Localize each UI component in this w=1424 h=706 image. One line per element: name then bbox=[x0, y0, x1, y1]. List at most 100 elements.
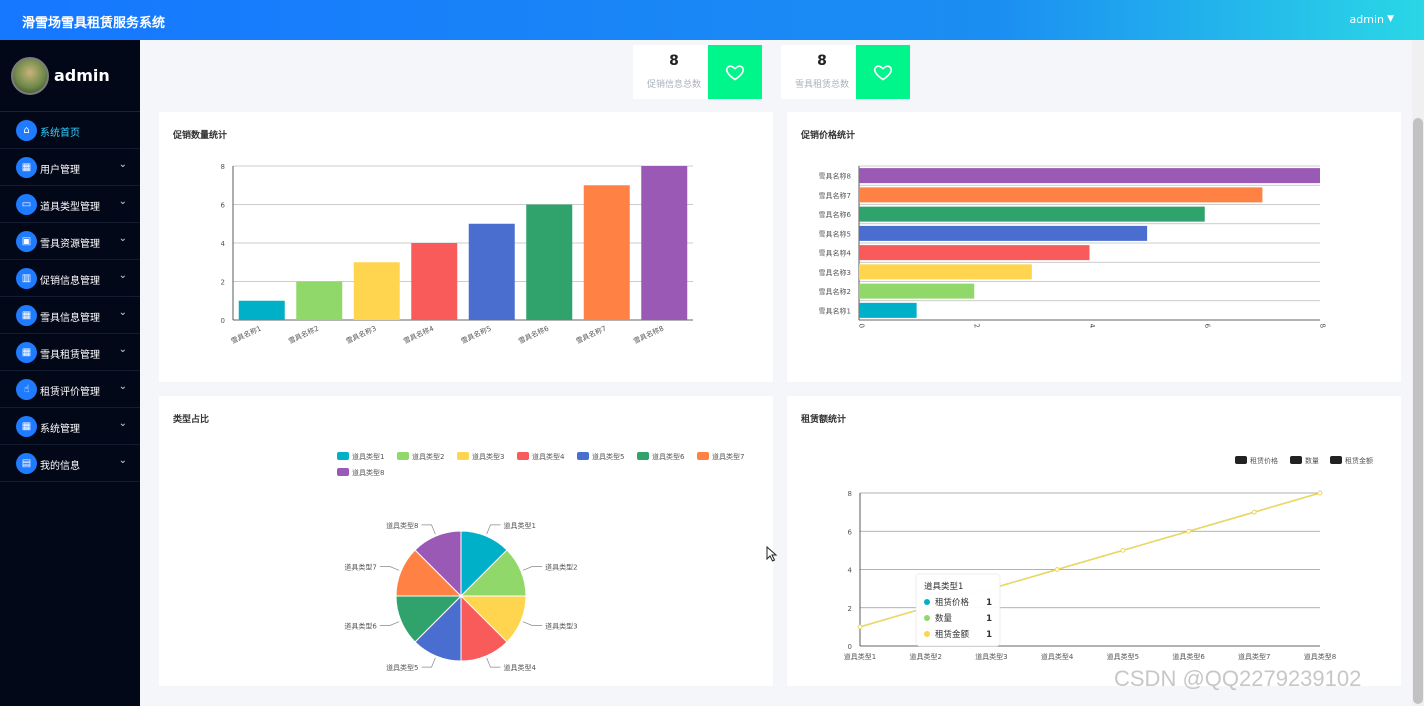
bar bbox=[859, 283, 975, 299]
mouse-cursor-icon bbox=[766, 545, 778, 566]
y-tick-label: 雪具名称1 bbox=[819, 306, 851, 315]
bar bbox=[583, 185, 630, 320]
y-tick-label: 雪具名称6 bbox=[819, 210, 852, 219]
legend-label: 道具类型5 bbox=[592, 452, 624, 461]
x-tick-label: 2 bbox=[972, 323, 981, 329]
pie-label: 道具类型3 bbox=[545, 621, 577, 630]
y-tick-label: 雪具名称5 bbox=[819, 229, 851, 238]
monitor-icon: ▭ bbox=[16, 194, 37, 215]
bar bbox=[353, 262, 400, 320]
sidebar-item[interactable]: ▤ 我的信息 ⌄ bbox=[0, 445, 140, 482]
sidebar-item-label: 雪具信息管理 bbox=[40, 313, 100, 324]
scrollbar-thumb[interactable] bbox=[1413, 118, 1423, 704]
y-tick-label: 4 bbox=[848, 567, 853, 575]
tooltip-marker bbox=[924, 631, 930, 637]
bar bbox=[296, 281, 343, 320]
stat-value: 8 bbox=[669, 53, 679, 69]
user-menu[interactable]: admin bbox=[1349, 13, 1384, 26]
chevron-down-icon: ⌄ bbox=[118, 307, 127, 318]
heart-icon bbox=[708, 45, 762, 99]
tooltip-value: 1 bbox=[986, 598, 992, 608]
promotion-count-chart: 0 2 4 6 8 雪具名称1 雪具名称2 雪具名称3 雪具名称4 雪具名称5 雪具名称6 雪具名称7… bbox=[221, 163, 693, 346]
chart-title: 类型占比 bbox=[173, 415, 210, 425]
legend-label: 道具类型6 bbox=[652, 452, 685, 461]
pie-label: 道具类型6 bbox=[344, 621, 377, 630]
x-tick-label: 道具类型3 bbox=[975, 652, 1007, 661]
pie-label-line bbox=[486, 657, 501, 668]
tooltip-value: 1 bbox=[986, 614, 992, 624]
sidebar-item[interactable]: ▥ 促销信息管理 ⌄ bbox=[0, 260, 140, 297]
sidebar-item[interactable]: ▭ 道具类型管理 ⌄ bbox=[0, 186, 140, 223]
data-point bbox=[1054, 567, 1060, 572]
sidebar-item-label: 系统管理 bbox=[40, 424, 80, 435]
legend-swatch bbox=[697, 452, 709, 460]
sidebar-item[interactable]: ▣ 雪具资源管理 ⌄ bbox=[0, 223, 140, 260]
data-point bbox=[1252, 509, 1257, 515]
thumbs-up-icon: ☝ bbox=[16, 379, 37, 400]
bar bbox=[859, 206, 1205, 222]
legend-label: 租赁金额 bbox=[1345, 456, 1373, 465]
sidebar-item-label: 雪具租赁管理 bbox=[40, 350, 100, 361]
pie-label: 道具类型4 bbox=[503, 663, 536, 672]
x-tick-label: 道具类型6 bbox=[1172, 652, 1205, 661]
sidebar-item[interactable]: ▦ 用户管理 ⌄ bbox=[0, 149, 140, 186]
y-tick-label: 4 bbox=[221, 240, 226, 248]
chevron-down-icon: ⌄ bbox=[118, 455, 127, 466]
home-icon: ⌂ bbox=[16, 120, 37, 141]
stat-label: 促销信息总数 bbox=[646, 80, 701, 90]
tooltip-label: 租赁价格 bbox=[935, 597, 970, 608]
pie-label-line bbox=[421, 524, 436, 535]
sidebar-item-label: 系统首页 bbox=[40, 128, 80, 139]
legend-swatch bbox=[457, 452, 469, 460]
legend-label: 数量 bbox=[1305, 456, 1319, 465]
chevron-down-icon: ⌄ bbox=[118, 159, 127, 170]
data-point bbox=[1317, 490, 1323, 496]
data-point bbox=[1120, 548, 1126, 553]
profile: admin bbox=[0, 40, 140, 112]
sidebar: admin ⌂ 系统首页 ▦ 用户管理 ⌄ ▭ 道具类型管理 ⌄ ▣ 雪具资源管理 ⌄ ▥ 促销信息管理… bbox=[0, 40, 140, 706]
legend-swatch bbox=[1235, 456, 1247, 464]
y-tick-label: 雪具名称4 bbox=[819, 249, 852, 258]
y-tick-label: 2 bbox=[848, 605, 852, 613]
top-bar: 滑雪场雪具租赁服务系统 admin ▼ bbox=[0, 0, 1424, 40]
watermark: CSDN @QQ2279239102 bbox=[1114, 666, 1362, 691]
legend-label: 道具类型4 bbox=[532, 452, 565, 461]
grid-icon: ▦ bbox=[16, 342, 37, 363]
x-tick-label: 8 bbox=[1318, 323, 1327, 329]
bar bbox=[859, 264, 1032, 280]
sidebar-item[interactable]: ▦ 雪具租赁管理 ⌄ bbox=[0, 334, 140, 371]
caret-down-icon[interactable]: ▼ bbox=[1387, 14, 1394, 24]
sidebar-item[interactable]: ⌂ 系统首页 bbox=[0, 112, 140, 149]
avatar[interactable] bbox=[11, 57, 49, 95]
pie-label: 道具类型2 bbox=[545, 563, 577, 572]
x-tick-label: 雪具名称5 bbox=[459, 324, 492, 346]
chevron-down-icon: ⌄ bbox=[118, 270, 127, 281]
x-tick-label: 0 bbox=[857, 323, 866, 329]
stat-label: 雪具租赁总数 bbox=[794, 80, 849, 90]
bar bbox=[859, 302, 917, 318]
y-tick-label: 2 bbox=[221, 279, 225, 287]
pie-label: 道具类型5 bbox=[386, 663, 418, 672]
sidebar-item-label: 用户管理 bbox=[40, 165, 80, 176]
chevron-down-icon: ⌄ bbox=[118, 196, 127, 207]
legend-swatch bbox=[1330, 456, 1342, 464]
legend-label: 道具类型3 bbox=[472, 452, 504, 461]
x-tick-label: 4 bbox=[1088, 323, 1097, 329]
x-tick-label: 道具类型1 bbox=[844, 652, 876, 661]
briefcase-icon: ▣ bbox=[16, 231, 37, 252]
bar bbox=[641, 166, 688, 320]
scrollbar[interactable] bbox=[1412, 40, 1424, 706]
pie-label: 道具类型7 bbox=[344, 563, 376, 572]
bar-chart-icon: ▥ bbox=[16, 268, 37, 289]
sidebar-item[interactable]: ☝ 租赁评价管理 ⌄ bbox=[0, 371, 140, 408]
chevron-down-icon: ⌄ bbox=[118, 381, 127, 392]
sidebar-item[interactable]: ▦ 系统管理 ⌄ bbox=[0, 408, 140, 445]
bar bbox=[468, 223, 515, 320]
stat-value: 8 bbox=[817, 53, 827, 69]
y-tick-label: 雪具名称8 bbox=[819, 172, 851, 181]
y-tick-label: 0 bbox=[221, 317, 225, 325]
sidebar-item[interactable]: ▦ 雪具信息管理 ⌄ bbox=[0, 297, 140, 334]
tooltip-label: 数量 bbox=[935, 613, 953, 624]
bar bbox=[526, 204, 573, 320]
chevron-down-icon: ⌄ bbox=[118, 344, 127, 355]
